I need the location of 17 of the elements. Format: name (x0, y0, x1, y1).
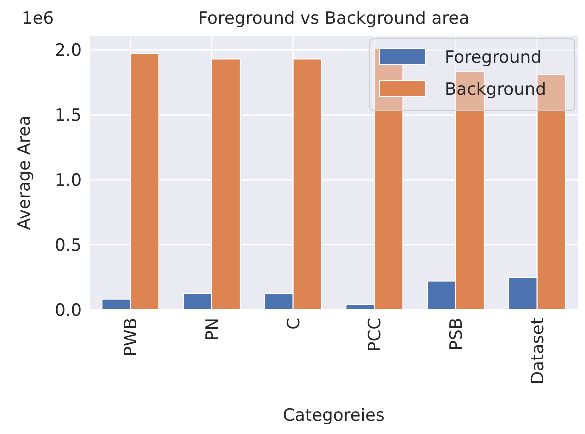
x-tick-label: PWB (122, 318, 142, 357)
x-axis-title: Categoreies (283, 406, 385, 426)
x-tick-label: Dataset (528, 318, 548, 385)
legend-label: Background (445, 80, 546, 100)
y-tick-label: 0.5 (54, 236, 82, 256)
chart-title: Foreground vs Background area (198, 9, 470, 29)
x-tick-label: PN (202, 318, 223, 341)
x-tick-label: PCC (366, 318, 386, 352)
x-tick-label: C (284, 318, 304, 330)
legend-label: Foreground (445, 48, 542, 68)
y-axis-title: Average Area (15, 116, 35, 230)
y-tick-label: 1.5 (54, 106, 82, 126)
text: 1e6 (22, 9, 54, 29)
x-tick-label: PSB (446, 318, 467, 351)
y-tick-label: 0.0 (54, 300, 82, 321)
y-tick-label: 1.0 (54, 171, 82, 192)
y-tick-label: 2.0 (54, 41, 82, 62)
